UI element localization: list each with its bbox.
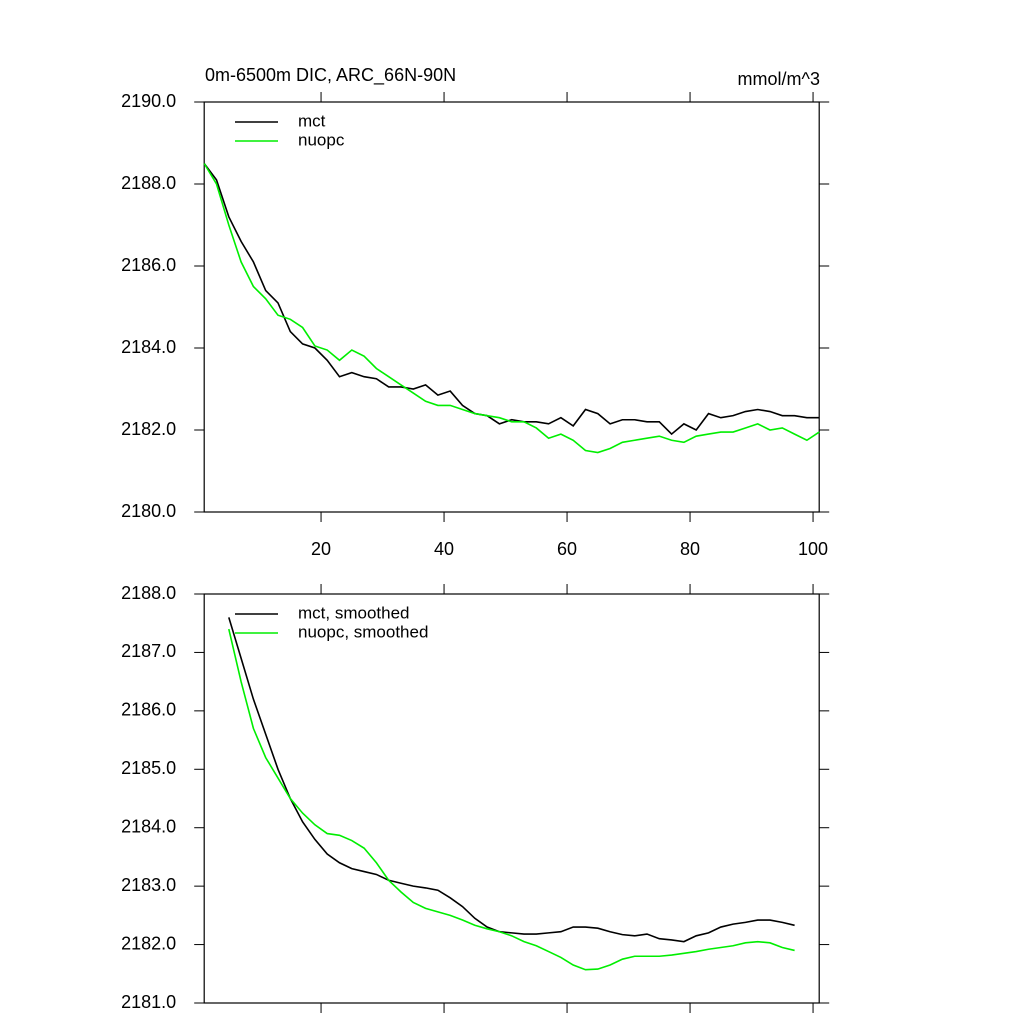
y-tick-label: 2184.0 [121,337,176,357]
line-series [228,617,795,943]
line-series [203,163,820,436]
plot-frame [203,593,820,1004]
y-tick-label: 2182.0 [121,419,176,439]
y-tick-label: 2183.0 [121,875,176,895]
units-label: mmol/m^3 [738,69,820,89]
legend-label: nuopc, smoothed [298,622,428,641]
x-tick-label: 100 [798,539,828,559]
y-tick-label: 2181.0 [121,992,176,1012]
y-tick-label: 2184.0 [121,816,176,836]
y-tick-label: 2188.0 [121,583,176,603]
x-tick-label: 80 [680,539,700,559]
y-tick-label: 2185.0 [121,758,176,778]
line-series [203,163,820,454]
y-tick-label: 2190.0 [121,91,176,111]
line-series [228,628,795,971]
x-tick-label: 40 [434,539,454,559]
y-tick-label: 2187.0 [121,641,176,661]
y-tick-label: 2182.0 [121,933,176,953]
x-tick-label: 20 [311,539,331,559]
y-tick-label: 2188.0 [121,173,176,193]
plot-frame [203,101,820,513]
legend-label: mct [298,111,326,130]
y-tick-label: 2180.0 [121,501,176,521]
y-tick-label: 2186.0 [121,700,176,720]
y-tick-label: 2186.0 [121,255,176,275]
legend-label: mct, smoothed [298,603,410,622]
chart-title: 0m-6500m DIC, ARC_66N-90N [205,65,456,86]
x-tick-label: 60 [557,539,577,559]
legend-label: nuopc [298,130,345,149]
